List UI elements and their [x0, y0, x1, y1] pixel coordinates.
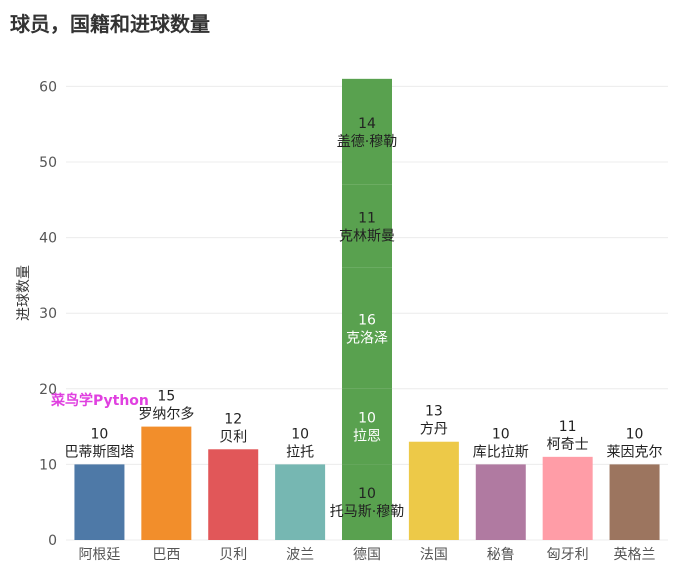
data-label-value: 12 — [224, 411, 242, 427]
data-label-value: 11 — [559, 419, 577, 435]
chart-title: 球员，国籍和进球数量 — [10, 12, 210, 36]
y-tick-label: 30 — [39, 306, 57, 322]
data-label-value: 16 — [358, 312, 376, 328]
data-label-value: 10 — [492, 426, 510, 442]
data-label-player: 贝利 — [219, 429, 247, 445]
x-axis-ticks: 阿根廷 巴西 贝利 波兰 德国 法国 秘鲁 匈牙利 英格兰 — [78, 546, 655, 563]
bar-segment — [475, 464, 526, 540]
bar-segment — [342, 388, 392, 465]
data-label-player: 柯奇士 — [547, 436, 589, 453]
data-label-value: 15 — [157, 389, 175, 405]
bar-segment — [342, 78, 392, 185]
data-label-player: 莱因克尔 — [607, 444, 663, 460]
data-label-player: 库比拉斯 — [473, 444, 529, 460]
data-label-value: 11 — [358, 210, 376, 226]
data-label-value: 10 — [91, 426, 109, 442]
bar-segment — [609, 464, 660, 540]
data-label-player: 克林斯曼 — [339, 228, 395, 244]
bar-segment — [408, 441, 459, 540]
y-tick-label: 50 — [39, 155, 57, 171]
data-label-player: 盖德·穆勒 — [337, 134, 397, 150]
y-tick-label: 0 — [48, 533, 57, 549]
bars — [74, 78, 660, 540]
x-tick-label: 贝利 — [219, 547, 247, 563]
data-label-player: 拉恩 — [353, 429, 381, 445]
x-tick-label: 德国 — [353, 547, 381, 563]
data-label-player: 方丹 — [420, 422, 448, 438]
bar-segment — [342, 267, 392, 389]
bar-segment — [342, 184, 392, 268]
data-label-value: 10 — [358, 486, 376, 502]
bar-segment — [342, 464, 392, 540]
x-tick-label: 英格兰 — [614, 546, 656, 563]
watermark-text: 菜鸟学Python — [51, 393, 149, 409]
x-tick-label: 秘鲁 — [487, 547, 515, 563]
data-label-value: 10 — [291, 426, 309, 442]
bar-segment — [141, 426, 192, 540]
x-tick-label: 匈牙利 — [547, 547, 589, 563]
x-tick-label: 波兰 — [286, 547, 314, 563]
data-label-value: 13 — [425, 404, 443, 420]
bar-segment — [275, 464, 326, 540]
data-label-player: 巴蒂斯图塔 — [64, 444, 134, 460]
data-label-player: 罗纳尔多 — [138, 406, 194, 423]
x-tick-label: 巴西 — [152, 547, 180, 563]
x-tick-label: 法国 — [420, 547, 448, 563]
bar-segment — [208, 449, 259, 540]
y-tick-label: 20 — [39, 382, 57, 398]
data-label-value: 14 — [358, 116, 376, 132]
y-tick-label: 40 — [39, 231, 57, 247]
data-label-player: 拉托 — [286, 444, 314, 460]
bar-segment — [74, 464, 125, 540]
x-tick-label: 阿根廷 — [78, 547, 120, 563]
data-label-value: 10 — [358, 411, 376, 427]
y-tick-label: 10 — [39, 457, 57, 473]
y-axis-ticks: 0 10 20 30 40 50 60 — [39, 79, 57, 549]
data-label-player: 托马斯·穆勒 — [330, 504, 404, 520]
bar-segment — [542, 456, 593, 540]
y-axis-label: 进球数量 — [16, 265, 32, 321]
y-tick-label: 60 — [39, 79, 57, 95]
data-label-player: 克洛泽 — [346, 330, 388, 346]
data-label-value: 10 — [626, 426, 644, 442]
